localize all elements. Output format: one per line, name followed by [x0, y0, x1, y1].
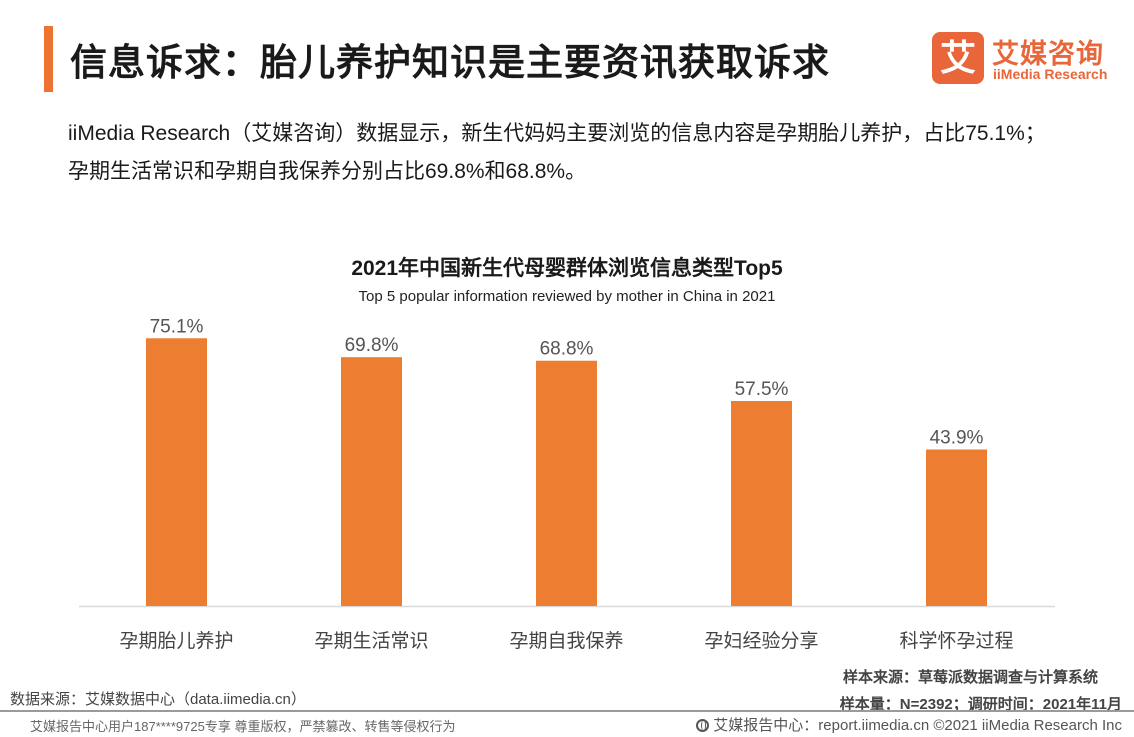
bar-3 [536, 360, 597, 606]
logo-chinese-name: 艾媒咨询 [992, 39, 1104, 69]
summary-line-2: 孕期生活常识和孕期自我保养分别占比69.8%和68.8%。 [68, 160, 587, 183]
category-label-5: 科学怀孕过程 [899, 630, 1013, 652]
sample-source-note: 样本来源：草莓派数据调查与计算系统 [842, 669, 1098, 686]
category-label-4: 孕妇经验分享 [704, 630, 818, 652]
page-title: 信息诉求：胎儿养护知识是主要资讯获取诉求 [70, 42, 830, 83]
report-center-text: 艾媒报告中心：report.iimedia.cn ©2021 iiMedia R… [713, 717, 1122, 734]
chart-subtitle: Top 5 popular information reviewed by mo… [358, 288, 776, 305]
bar-1 [146, 338, 207, 606]
data-source-note: 数据来源：艾媒数据中心（data.iimedia.cn） [10, 691, 306, 708]
bar-5 [926, 449, 987, 606]
globe-icon [696, 719, 710, 732]
bar-4 [731, 401, 792, 606]
category-label-3: 孕期自我保养 [509, 630, 623, 652]
data-label-2: 69.8% [345, 335, 399, 356]
category-label-2: 孕期生活常识 [314, 630, 428, 652]
data-label-5: 43.9% [930, 427, 984, 448]
footer-divider [0, 710, 1134, 712]
sample-info-note: 样本量：N=2392；调研时间：2021年11月 [839, 696, 1122, 713]
chart-title: 2021年中国新生代母婴群体浏览信息类型Top5 [351, 257, 783, 280]
logo-icon: 艾 [932, 32, 984, 84]
copyright-notice: 艾媒报告中心用户187****9725专享 尊重版权，严禁篡改、转售等侵权行为 [30, 719, 456, 734]
brand-logo: 艾 艾媒咨询 iiMedia Research [932, 32, 1122, 86]
data-label-4: 57.5% [735, 379, 789, 400]
title-accent-bar [44, 26, 53, 92]
summary-line-1: iiMedia Research（艾媒咨询）数据显示，新生代妈妈主要浏览的信息内… [68, 122, 1046, 145]
bar-2 [341, 357, 402, 606]
bar-chart: 75.1% 孕期胎儿养护 69.8% 孕期生活常识 68.8% 孕期自我保养 57.5% 孕妇… [79, 316, 1055, 652]
report-center-link[interactable]: 艾媒报告中心：report.iimedia.cn ©2021 iiMedia R… [696, 714, 1122, 735]
logo-english-name: iiMedia Research [993, 66, 1108, 82]
data-label-3: 68.8% [540, 339, 594, 360]
category-label-1: 孕期胎儿养护 [119, 630, 233, 652]
data-label-1: 75.1% [150, 316, 204, 337]
